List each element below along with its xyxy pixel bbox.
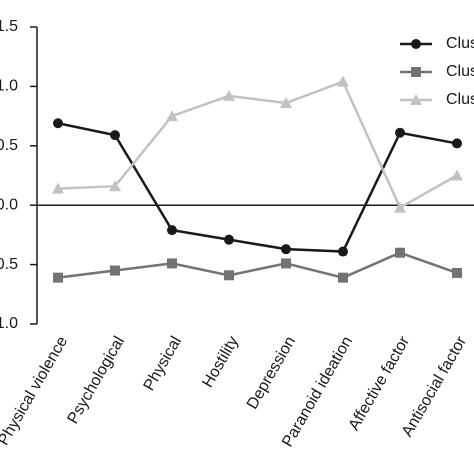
point xyxy=(395,247,405,258)
y-tick-label: 1.5 xyxy=(0,18,18,35)
point xyxy=(224,270,234,281)
point xyxy=(337,75,349,87)
point xyxy=(394,201,406,213)
point xyxy=(110,130,120,141)
point xyxy=(281,244,291,255)
point xyxy=(452,138,462,149)
y-tick-label: -1.0 xyxy=(0,315,18,332)
point xyxy=(53,118,63,129)
legend-label: Cluster 1 xyxy=(446,35,474,52)
point xyxy=(110,265,120,276)
y-tick-label: 0.5 xyxy=(0,137,18,154)
x-tick-label: Physical xyxy=(141,334,186,394)
point xyxy=(223,89,235,101)
point xyxy=(452,267,462,278)
legend-label: Cluster 3 xyxy=(446,91,474,108)
point xyxy=(167,258,177,269)
point xyxy=(224,234,234,245)
point xyxy=(411,67,421,77)
series-line xyxy=(57,80,458,210)
point xyxy=(451,169,463,181)
point xyxy=(167,225,177,236)
point xyxy=(166,110,178,122)
y-tick-label: 1.0 xyxy=(0,78,18,95)
x-tick-label: Depression xyxy=(244,334,299,413)
x-tick-label: Physical violence xyxy=(0,334,71,449)
point xyxy=(338,272,348,283)
y-tick-label: 0.0 xyxy=(0,196,18,213)
point xyxy=(52,182,64,194)
point xyxy=(338,246,348,257)
point xyxy=(395,127,405,138)
x-tick-label: Affective factor xyxy=(346,333,414,433)
legend-label: Cluster 2 xyxy=(446,63,474,80)
series-line xyxy=(57,251,458,279)
series-line xyxy=(57,122,458,253)
point xyxy=(53,272,63,283)
point xyxy=(109,180,121,192)
point xyxy=(280,97,292,109)
x-tick-label: Psychological xyxy=(64,334,128,427)
point xyxy=(411,39,421,49)
point xyxy=(410,94,422,105)
x-tick-label: Hostility xyxy=(199,334,242,391)
point xyxy=(281,258,291,269)
x-tick-label: Antisocial factor xyxy=(399,333,471,440)
y-tick-label: -0.5 xyxy=(0,256,18,273)
